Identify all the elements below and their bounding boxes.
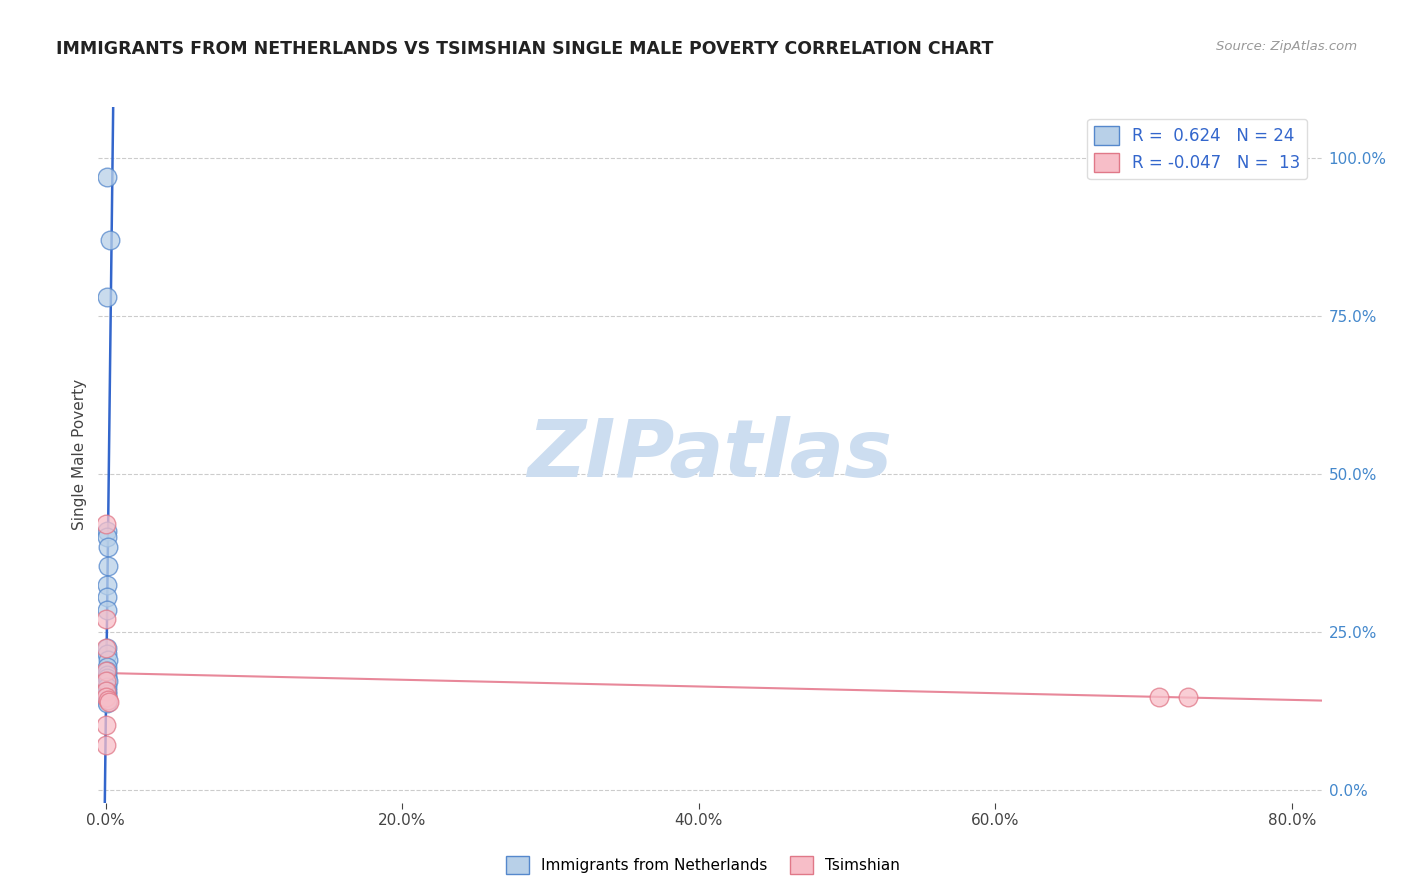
Legend: R =  0.624   N = 24, R = -0.047   N =  13: R = 0.624 N = 24, R = -0.047 N = 13 [1087, 119, 1308, 179]
Point [96, 665, 118, 679]
Point [96, 696, 118, 710]
Point [96, 577, 118, 591]
Point [97, 695, 120, 709]
Point [97, 653, 120, 667]
Point [97, 558, 120, 573]
Point [96, 671, 118, 685]
Point [94, 640, 117, 655]
Point [96, 660, 118, 674]
Point [96, 612, 118, 626]
Point [97, 540, 120, 554]
Point [96, 690, 118, 705]
Point [97, 693, 120, 707]
Point [96, 668, 118, 682]
Text: IMMIGRANTS FROM NETHERLANDS VS TSIMSHIAN SINGLE MALE POVERTY CORRELATION CHART: IMMIGRANTS FROM NETHERLANDS VS TSIMSHIAN… [56, 40, 994, 58]
Point [96, 524, 118, 538]
Point [1177, 690, 1199, 705]
Point [94, 665, 117, 679]
Point [96, 687, 118, 701]
Point [94, 718, 117, 732]
Point [94, 738, 117, 752]
Point [94, 517, 117, 532]
Point [96, 530, 118, 544]
Point [96, 640, 118, 655]
Point [96, 693, 118, 707]
Point [94, 674, 117, 689]
Point [97, 674, 120, 689]
Point [1147, 690, 1170, 705]
Point [96, 683, 118, 698]
Point [96, 169, 118, 184]
Point [98, 233, 121, 247]
Point [96, 680, 118, 694]
Point [96, 603, 118, 617]
Point [94, 683, 117, 698]
Point [96, 647, 118, 661]
Point [96, 690, 118, 705]
Point [96, 290, 118, 304]
Y-axis label: Single Male Poverty: Single Male Poverty [72, 379, 87, 531]
Point [96, 591, 118, 605]
Text: ZIPatlas: ZIPatlas [527, 416, 893, 494]
Text: Source: ZipAtlas.com: Source: ZipAtlas.com [1216, 40, 1357, 54]
Legend: Immigrants from Netherlands, Tsimshian: Immigrants from Netherlands, Tsimshian [499, 850, 907, 880]
